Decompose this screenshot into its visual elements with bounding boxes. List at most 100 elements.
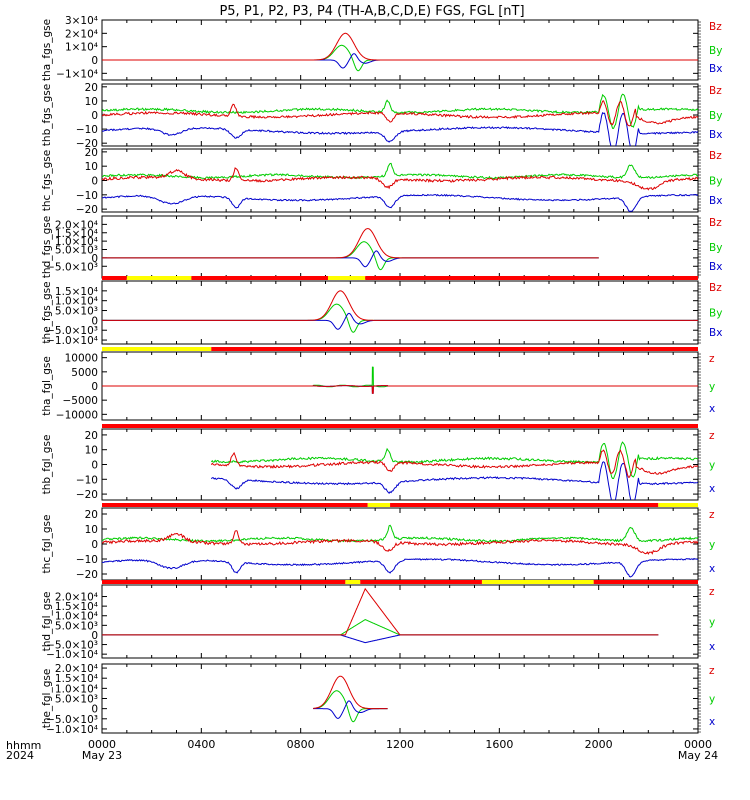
series-line-z xyxy=(102,587,659,636)
y-tick-label: −10 xyxy=(76,474,98,486)
y-tick-label: 2.0×10⁴ xyxy=(55,219,98,231)
state-bar-segment xyxy=(360,580,482,584)
x-tick-label: 0000 xyxy=(684,738,712,751)
y-tick-label: 1.0×10⁴ xyxy=(55,296,98,308)
x-tick-label: 0000 xyxy=(88,738,116,751)
series-line-z xyxy=(102,167,698,191)
panel-frame xyxy=(101,215,699,279)
legend-label-y: y xyxy=(709,617,715,629)
y-tick-label: 1×10⁴ xyxy=(65,42,98,54)
series-group xyxy=(102,587,659,644)
panel-thc_fgl_gse: 20 10 0 −10 −20 thc_fgl_gse z yx xyxy=(41,503,715,581)
y-tick-label: 5.0×10³ xyxy=(55,306,98,318)
series-line-y xyxy=(313,690,388,723)
legend-label-bz: Bz xyxy=(709,21,722,33)
series-line-x xyxy=(102,53,698,69)
series-group xyxy=(102,366,698,394)
y-tick-label: 0 xyxy=(91,55,98,67)
legend-label-bz: Bz xyxy=(709,282,722,294)
y-tick-label: 20 xyxy=(85,147,98,159)
legend-label-y: y xyxy=(709,694,715,706)
legend-label-bx: Bx xyxy=(709,261,722,273)
state-bar-segment xyxy=(327,276,366,280)
legend-label-bz: Bz xyxy=(709,217,722,229)
y-tick-label: −5.0×10³ xyxy=(46,714,98,726)
series-line-y xyxy=(102,93,698,129)
x-date-label: May 23 xyxy=(82,749,122,762)
y-tick-label: 1.5×10⁴ xyxy=(55,673,98,685)
panel-frame xyxy=(101,663,699,734)
x-axis: hhmm 2024 0000 0400 0800 1200 1600 2000 0000Ma… xyxy=(6,738,718,762)
legend-label-z: z xyxy=(709,353,715,365)
legend-label-by: By xyxy=(709,45,722,57)
y-tick-label: 1.0×10⁴ xyxy=(55,683,98,695)
series-group xyxy=(102,524,698,578)
y-tick-label: 1.0×10⁴ xyxy=(55,236,98,248)
state-bar-segment xyxy=(367,503,391,507)
series-line-y xyxy=(102,44,698,72)
y-tick-label: 3×10⁴ xyxy=(65,15,98,27)
x-tick-label: 0800 xyxy=(287,738,315,751)
y-tick-label: −1.0×10⁴ xyxy=(46,724,98,736)
y-tick-label: 0 xyxy=(91,539,98,551)
y-tick-label: −20 xyxy=(76,569,98,581)
series-line-y xyxy=(102,303,698,333)
y-tick-label: −1.0×10⁴ xyxy=(46,649,98,661)
y-tick-label: 0 xyxy=(91,381,98,393)
y-tick-label: 10 xyxy=(85,161,98,173)
legend-label-x: x xyxy=(709,641,715,653)
series-line-x xyxy=(102,634,659,644)
state-bar-segment xyxy=(345,580,361,584)
state-bar-segment xyxy=(481,580,594,584)
series-line-y xyxy=(102,366,698,388)
series-group xyxy=(102,228,599,271)
state-bar-segment xyxy=(102,503,368,507)
series-line-y xyxy=(102,241,599,271)
y-tick-label: 2.0×10⁴ xyxy=(55,592,98,604)
panel-frame xyxy=(101,584,699,659)
y-axis-label: thc_fgl_gse xyxy=(41,515,53,574)
y-tick-label: 20 xyxy=(85,430,98,442)
y-tick-label: −1×10⁴ xyxy=(56,68,98,80)
state-bar-segment xyxy=(102,347,212,351)
state-bar-segment xyxy=(102,424,698,428)
legend-label-by: By xyxy=(709,308,722,320)
series-line-z xyxy=(313,675,388,710)
panel-thc_fgs_gse: 20 10 0 −10 −20 thc_fgs_gse Bz By Bx xyxy=(41,147,722,216)
x-tick-label: 1600 xyxy=(485,738,513,751)
state-bar-segment xyxy=(191,276,328,280)
y-tick-label: 20 xyxy=(85,509,98,521)
y-tick-label: 2.0×10⁴ xyxy=(55,663,98,675)
series-line-x xyxy=(102,112,698,146)
y-tick-label: 1.5×10⁴ xyxy=(55,228,98,240)
panel-thb_fgs_gse: 20 10 0 −10 −20 thb_fgs_gse Bz By Bx xyxy=(41,82,722,150)
series-line-z xyxy=(102,100,698,127)
legend-label-y: y xyxy=(709,539,715,551)
panel-thd_fgl_gse: 2.0×10⁴1.5×10⁴1.0×10⁴5.0×10³0−5.0×10³−1.… xyxy=(41,580,715,661)
y-tick-label: 0 xyxy=(91,704,98,716)
series-group xyxy=(102,290,698,333)
state-bar-segment xyxy=(211,347,698,351)
y-tick-label: 1.0×10⁴ xyxy=(55,611,98,623)
legend-label-bx: Bx xyxy=(709,63,722,75)
y-tick-label: −20 xyxy=(76,204,98,216)
y-tick-label: 10 xyxy=(85,524,98,536)
y-tick-label: 0 xyxy=(91,110,98,122)
y-axis-label: thc_fgs_gse xyxy=(41,150,53,211)
y-axis-label: thb_fgs_gse xyxy=(41,84,53,146)
legend-label-bx: Bx xyxy=(709,327,722,339)
series-group xyxy=(210,441,698,500)
series-group xyxy=(102,32,698,72)
x-date-label: May 24 xyxy=(678,749,718,762)
y-tick-label: 20 xyxy=(85,82,98,94)
panel-frame xyxy=(101,19,699,81)
y-tick-label: 0 xyxy=(91,176,98,188)
series-line-z xyxy=(210,449,698,478)
legend-label-z: z xyxy=(709,509,715,521)
x-corner-label-hhmm: hhmm xyxy=(6,739,41,752)
series-group xyxy=(313,675,388,723)
legend-label-y: y xyxy=(709,381,715,393)
legend-label-x: x xyxy=(709,403,715,415)
